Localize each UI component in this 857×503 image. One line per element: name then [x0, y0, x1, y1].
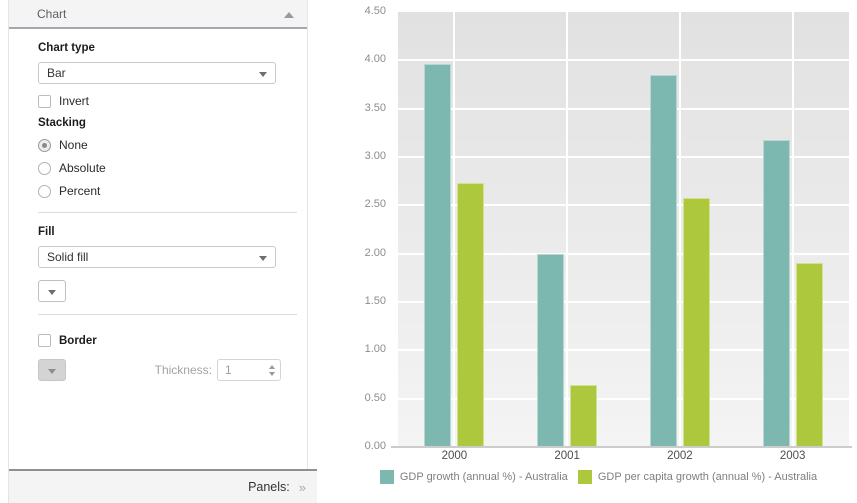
h-gridline — [398, 252, 849, 255]
divider — [38, 314, 297, 315]
radio-absolute-label: Absolute — [59, 161, 106, 175]
h-gridline — [398, 156, 849, 158]
bar-2000-series0 — [424, 64, 452, 447]
y-tick-label: 4.00 — [364, 53, 386, 66]
chevron-down-icon — [48, 369, 56, 374]
chart-plot-area — [398, 12, 849, 447]
chevron-down-icon — [48, 290, 56, 295]
invert-checkbox[interactable] — [38, 94, 51, 108]
x-tick-label: 2001 — [554, 450, 580, 462]
bar-2000-series1 — [457, 183, 485, 447]
border-color-button[interactable] — [38, 359, 66, 381]
panel-body: Chart type Bar Invert Stacking None Abso… — [9, 42, 307, 381]
y-tick-label: 2.50 — [364, 198, 386, 211]
chart-settings-panel: Chart Chart type Bar Invert Stacking Non… — [8, 0, 317, 503]
chart-type-label: Chart type — [38, 42, 95, 54]
y-tick-label: 2.00 — [364, 246, 386, 259]
spinner-down-icon[interactable] — [269, 371, 275, 376]
divider — [38, 212, 297, 213]
h-gridline — [398, 349, 849, 352]
thickness-value: 1 — [225, 363, 232, 377]
h-gridline — [398, 107, 849, 110]
fill-color-button[interactable] — [38, 280, 66, 302]
collapse-arrow-icon[interactable] — [284, 12, 294, 18]
v-gridline — [678, 12, 681, 447]
y-tick-label: 0.00 — [364, 440, 386, 452]
invert-label: Invert — [59, 94, 90, 108]
y-tick-label: 4.50 — [364, 5, 386, 17]
stacking-option-absolute: Absolute — [38, 161, 297, 175]
panels-footer-bar: Panels: » — [9, 469, 317, 503]
bar-2001-series0 — [537, 254, 565, 447]
fill-value: Solid fill — [47, 250, 89, 264]
chevron-down-icon — [259, 256, 267, 261]
legend-label: GDP per capita growth (annual %) - Austr… — [597, 471, 818, 483]
thickness-stepper[interactable]: 1 — [217, 359, 281, 381]
panel-header[interactable]: Chart — [9, 0, 307, 29]
chevron-down-icon — [259, 72, 267, 77]
h-gridline — [398, 59, 849, 62]
y-tick-label: 3.00 — [364, 150, 386, 162]
legend-item: GDP per capita growth (annual %) - Austr… — [577, 470, 818, 484]
stacking-option-percent: Percent — [38, 184, 297, 198]
radio-percent-label: Percent — [59, 184, 101, 198]
thickness-group: Thickness: 1 — [155, 359, 281, 381]
thickness-label: Thickness: — [154, 363, 212, 377]
double-chevron-right-icon[interactable]: » — [298, 479, 306, 495]
y-tick-label: 1.50 — [364, 295, 386, 307]
radio-absolute[interactable] — [38, 161, 51, 175]
stacking-label: Stacking — [38, 117, 86, 129]
fill-select[interactable]: Solid fill — [38, 246, 276, 268]
x-tick-label: 2002 — [667, 450, 693, 462]
radio-none[interactable] — [38, 138, 51, 152]
y-tick-label: 3.50 — [364, 101, 386, 114]
bar-2002-series0 — [649, 75, 677, 447]
radio-percent[interactable] — [38, 184, 51, 198]
chart-legend: GDP growth (annual %) - Australia GDP per… — [340, 469, 857, 485]
panels-label: Panels: — [248, 480, 290, 494]
bar-2001-series1 — [570, 385, 598, 447]
y-tick-label: 0.50 — [364, 391, 386, 404]
stacking-option-none: None — [38, 138, 297, 152]
bar-2003-series0 — [762, 140, 790, 447]
legend-swatch — [379, 470, 394, 484]
border-label: Border — [59, 334, 97, 347]
v-gridline — [791, 12, 794, 447]
h-gridline — [398, 301, 849, 303]
h-gridline — [398, 397, 849, 400]
spinner-up-icon[interactable] — [269, 364, 275, 369]
border-row: Border — [38, 334, 297, 347]
radio-none-label: None — [59, 138, 88, 152]
h-gridline — [398, 204, 849, 207]
legend-item: GDP growth (annual %) - Australia — [379, 470, 568, 484]
x-axis-line — [391, 446, 852, 448]
chart-type-select[interactable]: Bar — [38, 62, 276, 84]
legend-label: GDP growth (annual %) - Australia — [399, 471, 568, 483]
chart-type-value: Bar — [47, 66, 66, 80]
border-checkbox[interactable] — [38, 334, 51, 347]
bar-2003-series1 — [795, 263, 823, 447]
panel-title: Chart — [37, 6, 67, 21]
invert-row: Invert — [38, 94, 297, 108]
x-tick-label: 2000 — [441, 450, 468, 462]
bar-2002-series1 — [682, 198, 710, 447]
y-tick-label: 1.00 — [364, 343, 386, 356]
v-gridline — [566, 12, 569, 447]
spinner-buttons — [264, 360, 280, 380]
legend-swatch — [577, 470, 592, 484]
border-controls-row: Thickness: 1 — [38, 359, 297, 381]
v-gridline — [453, 12, 456, 447]
fill-label: Fill — [38, 226, 55, 238]
x-tick-label: 2003 — [779, 450, 806, 462]
